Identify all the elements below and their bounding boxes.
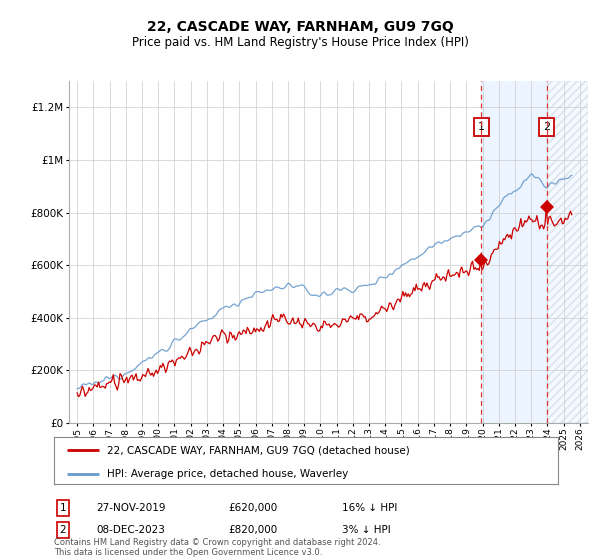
Text: Contains HM Land Registry data © Crown copyright and database right 2024.
This d: Contains HM Land Registry data © Crown c… xyxy=(54,538,380,557)
Text: 08-DEC-2023: 08-DEC-2023 xyxy=(96,525,165,535)
Text: 22, CASCADE WAY, FARNHAM, GU9 7GQ (detached house): 22, CASCADE WAY, FARNHAM, GU9 7GQ (detac… xyxy=(107,445,410,455)
Text: 1: 1 xyxy=(478,122,485,132)
Bar xyxy=(481,81,547,423)
Text: £820,000: £820,000 xyxy=(228,525,277,535)
Text: Price paid vs. HM Land Registry's House Price Index (HPI): Price paid vs. HM Land Registry's House … xyxy=(131,36,469,49)
Text: £620,000: £620,000 xyxy=(228,503,277,513)
Text: HPI: Average price, detached house, Waverley: HPI: Average price, detached house, Wave… xyxy=(107,469,348,479)
Text: 2: 2 xyxy=(59,525,67,535)
Text: 3% ↓ HPI: 3% ↓ HPI xyxy=(342,525,391,535)
Text: 1: 1 xyxy=(59,503,67,513)
Text: 22, CASCADE WAY, FARNHAM, GU9 7GQ: 22, CASCADE WAY, FARNHAM, GU9 7GQ xyxy=(146,20,454,34)
Bar xyxy=(547,81,588,423)
Text: 16% ↓ HPI: 16% ↓ HPI xyxy=(342,503,397,513)
Text: 2: 2 xyxy=(543,122,550,132)
Text: 27-NOV-2019: 27-NOV-2019 xyxy=(96,503,166,513)
